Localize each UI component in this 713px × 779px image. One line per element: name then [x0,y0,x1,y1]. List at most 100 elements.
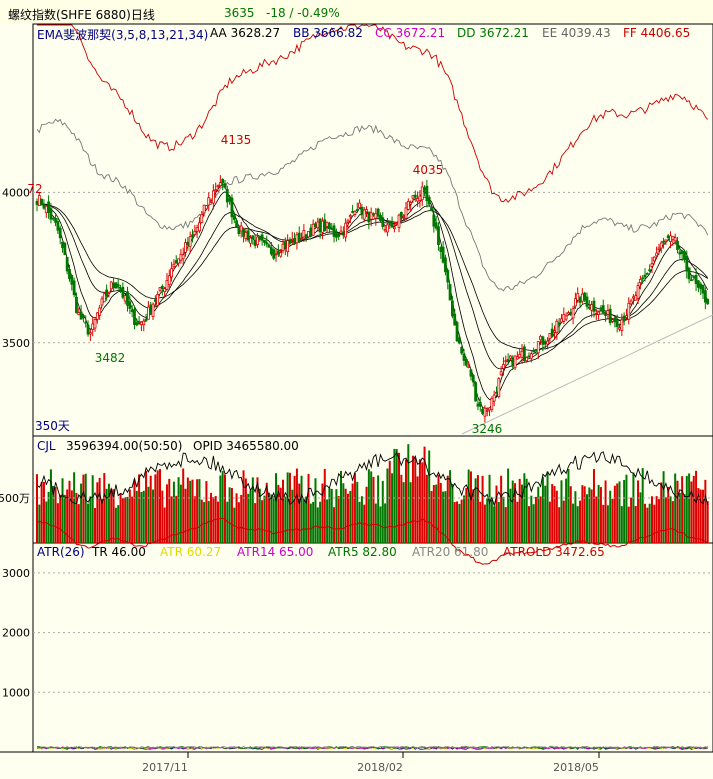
candle-body [82,315,85,319]
volume-bar [486,498,489,543]
volume-bar [662,471,665,543]
volume-bar [393,448,396,543]
volume-bar [370,471,373,543]
candle-body [506,359,510,362]
candle-body [195,227,199,232]
candle-body [200,214,204,223]
candle-body [532,350,536,353]
volume-bar [251,477,254,543]
candle-body [564,315,568,320]
candle-body [448,284,452,301]
candle-body [620,319,624,331]
volume-bar [639,492,642,543]
candle-body [469,369,473,377]
volume-bar [261,500,264,543]
candle-body [105,289,109,297]
candle-body [553,330,556,333]
volume-bar [644,503,647,543]
candle-body [599,307,603,310]
volume-bar [620,506,623,543]
volume-bar [374,503,377,543]
price-annotation: 3246 [472,422,503,436]
volume-bar [277,484,280,543]
volume-bar [165,484,168,543]
volume-bar [42,481,45,543]
volume-bar [472,489,475,543]
candle-body [432,214,436,227]
volume-bar [316,507,319,543]
volume-bar [465,487,468,543]
volume-bar [372,476,375,543]
candle-body [411,195,415,199]
volume-bar [210,492,213,543]
volume-tick-label: 500万 [0,492,30,505]
volume-bar [38,504,41,543]
candle-body [655,252,659,257]
candle-body [643,274,647,278]
candle-body [191,234,194,237]
volume-bar [356,481,359,543]
volume-bar [52,485,55,543]
volume-bar [511,480,514,543]
bb-legend: BB 3666.82 [293,26,363,40]
cc-legend: CC 3672.21 [375,26,446,40]
volume-bar [595,496,598,543]
candle-body [328,222,331,230]
candle-body [311,223,315,236]
candle-body [68,268,71,280]
candle-body [574,298,577,307]
volume-bar [495,485,498,543]
candle-body [555,320,559,333]
candle-body [522,346,526,361]
volume-bar [177,477,180,543]
volume-bar [198,479,201,543]
candle-body [290,238,294,241]
volume-bar [107,483,110,543]
volume-bar [344,488,347,543]
volume-bar [446,475,449,543]
volume-bar [288,472,291,543]
candle-body [580,293,584,302]
ff-line [37,24,709,203]
volume-bar [349,490,352,543]
volume-bar [117,505,120,543]
volume-bar [68,480,71,543]
volume-bar [161,490,164,543]
volume-bar [312,501,315,543]
volume-bar [128,489,131,543]
candle-body [548,333,552,340]
candle-body [235,220,238,228]
volume-bar [163,507,166,543]
candle-body [216,185,220,188]
candle-body [611,319,614,322]
volume-bar [147,486,150,543]
candle-body [606,310,610,315]
candle-body [295,234,299,244]
volume-bar [497,502,500,543]
candle-body [632,296,635,299]
candle-body [281,243,285,251]
atr26-legend: ATR(26) [37,545,85,559]
volume-bar [156,470,159,543]
candle-body [636,285,640,299]
volume-bar [217,501,220,543]
candle-body [341,232,345,236]
candle-body [485,409,489,412]
candle-body [35,201,39,205]
volume-bar [272,496,275,543]
volume-bar [133,479,136,543]
candle-body [536,341,540,354]
volume-bar [695,470,698,543]
candle-body [587,306,591,309]
candle-body [365,209,368,213]
candle-body [84,321,88,324]
volume-bar [655,496,658,543]
volume-bar [453,502,456,543]
candle-body [615,320,619,328]
candle-body [123,295,127,302]
candle-body [274,253,278,256]
ff-legend: FF 4406.65 [623,26,691,40]
candle-body [325,221,329,227]
volume-bar [623,479,626,543]
